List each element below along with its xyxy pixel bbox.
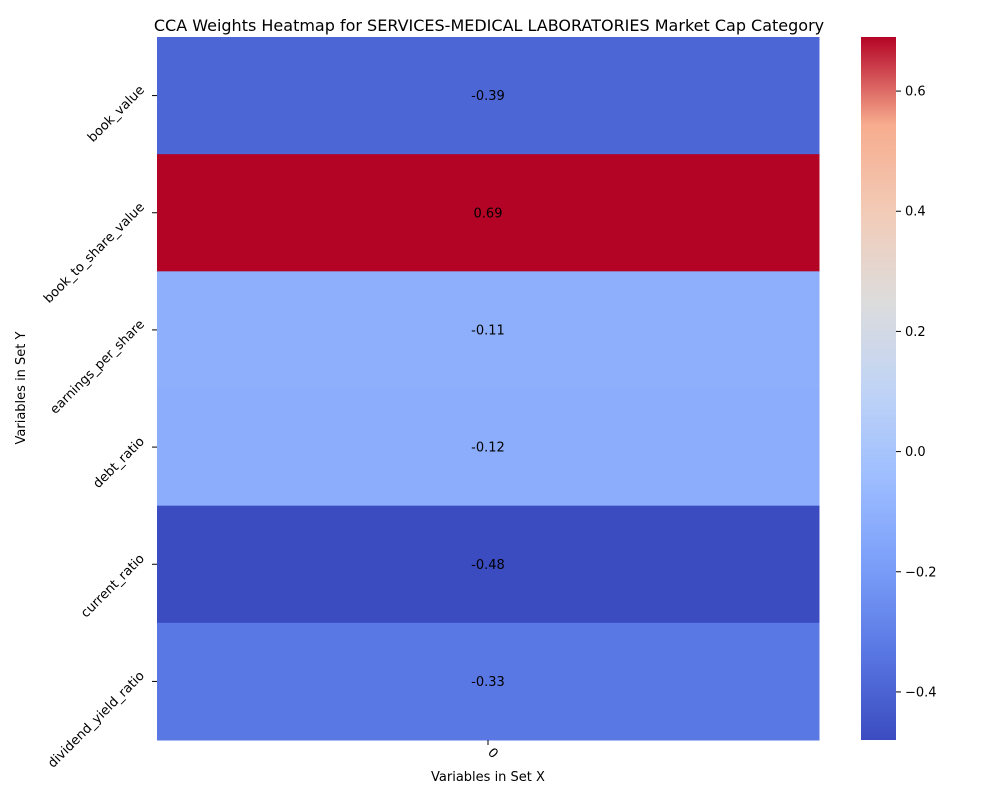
chart-title: CCA Weights Heatmap for SERVICES-MEDICAL… (154, 16, 824, 35)
colorbar-tick-label: −0.4 (905, 685, 937, 700)
cell-value-label: -0.39 (471, 89, 505, 104)
y-tick-label: dividend_yield_ratio (45, 669, 148, 772)
cell-value-label: -0.11 (471, 323, 505, 338)
x-axis-label: Variables in Set X (431, 770, 545, 785)
cell-value-label: -0.12 (471, 441, 505, 456)
colorbar-ticks: −0.4 −0.2 0.0 0.2 0.4 0.6 (896, 85, 937, 700)
y-tick-label: book_to_share_value (41, 200, 148, 307)
heatmap-cells: -0.39 0.69 -0.11 -0.12 -0.48 -0.33 (157, 37, 820, 741)
heatmap-cell-dividend_yield_ratio (157, 622, 820, 741)
heatmap-cell-book_to_share_value (157, 154, 820, 272)
colorbar-tick-label: −0.2 (905, 565, 937, 580)
colorbar-tick-label: 0.4 (905, 205, 926, 220)
y-tick-label: book_value (85, 83, 148, 146)
y-axis: book_value book_to_share_valueearnings_pe… (41, 83, 157, 771)
x-axis: 0 (484, 740, 501, 762)
colorbar-tick-label: 0.6 (905, 85, 926, 100)
cell-value-label: -0.48 (471, 558, 505, 573)
cell-value-label: -0.33 (471, 675, 505, 690)
heatmap-cell-earnings_per_share (157, 271, 820, 389)
y-axis-label: Variables in Set Y (14, 331, 29, 444)
x-tick-label: 0 (484, 745, 500, 761)
colorbar-tick-label: 0.2 (905, 325, 926, 340)
heatmap-cell-debt_ratio (157, 388, 820, 507)
y-tick-label: debt_ratio (90, 434, 147, 491)
y-tick-label: earnings_per_share (48, 317, 148, 417)
y-tick-label: current_ratio (78, 551, 148, 621)
cell-value-label: 0.69 (474, 206, 503, 221)
colorbar-tick-label: 0.0 (905, 445, 926, 460)
colorbar (861, 37, 896, 740)
heatmap-cell-book_value (157, 37, 820, 155)
heatmap-cell-current_ratio (157, 505, 820, 624)
